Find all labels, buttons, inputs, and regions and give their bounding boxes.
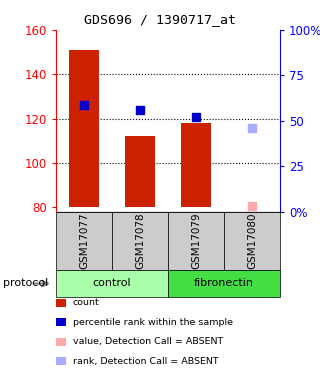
- Point: [82, 102, 87, 108]
- Bar: [68, 50, 100, 207]
- Bar: [124, 136, 156, 207]
- Text: percentile rank within the sample: percentile rank within the sample: [73, 318, 233, 327]
- Text: GSM17078: GSM17078: [135, 213, 145, 269]
- Text: value, Detection Call = ABSENT: value, Detection Call = ABSENT: [73, 337, 223, 346]
- Text: GDS696 / 1390717_at: GDS696 / 1390717_at: [84, 13, 236, 26]
- Point: [138, 107, 143, 113]
- Point: [250, 203, 255, 209]
- Text: GSM17080: GSM17080: [247, 213, 257, 269]
- Point: [250, 124, 255, 130]
- Text: count: count: [73, 298, 100, 307]
- Text: fibronectin: fibronectin: [194, 279, 254, 288]
- Point: [194, 114, 199, 120]
- Text: GSM17077: GSM17077: [79, 213, 89, 269]
- Text: protocol: protocol: [3, 279, 48, 288]
- Text: rank, Detection Call = ABSENT: rank, Detection Call = ABSENT: [73, 357, 218, 366]
- Text: GSM17079: GSM17079: [191, 213, 201, 269]
- Text: control: control: [93, 279, 131, 288]
- Bar: [180, 123, 212, 207]
